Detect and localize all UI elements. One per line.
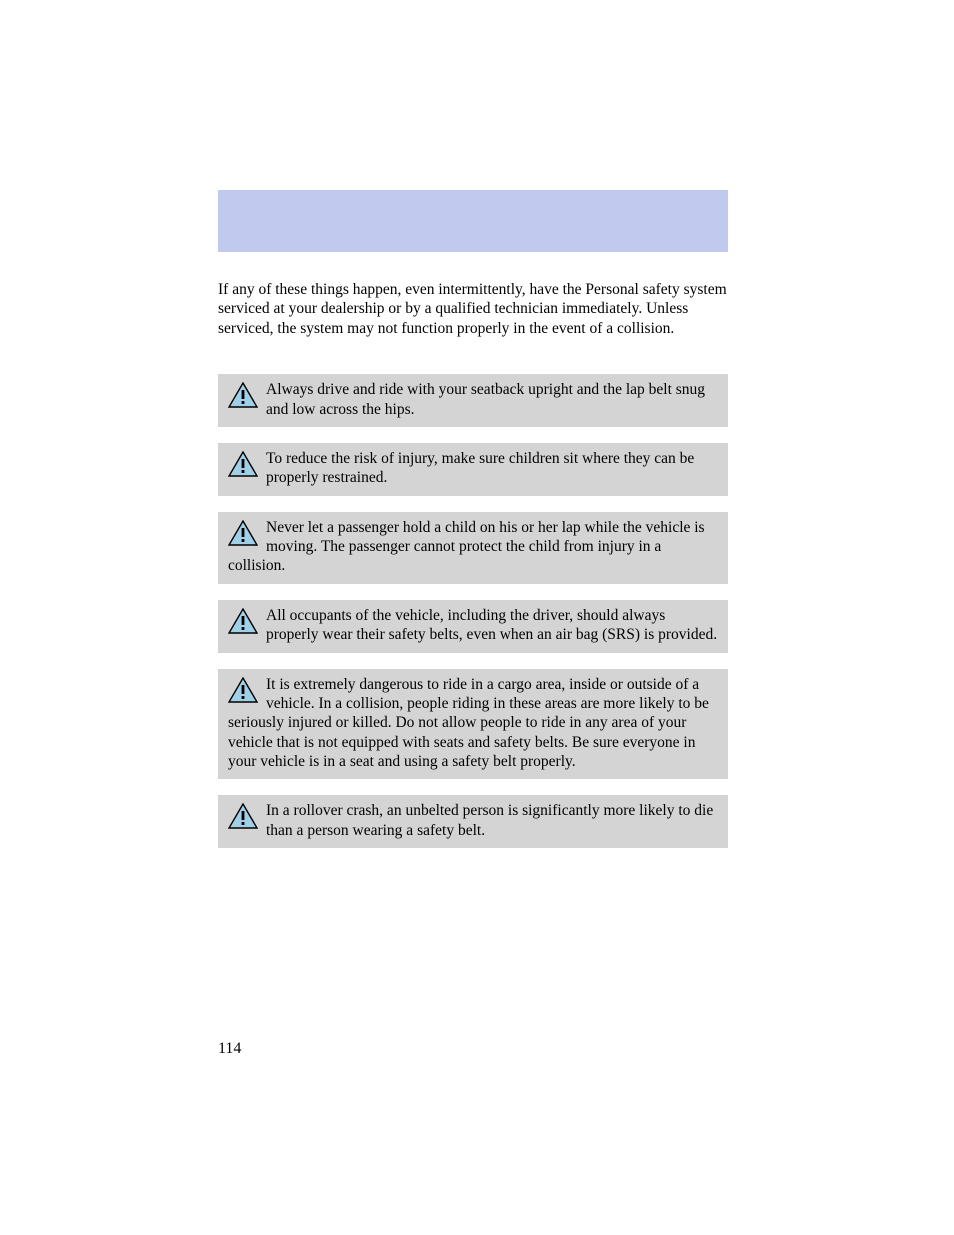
- warning-text: All occupants of the vehicle, including …: [266, 607, 717, 643]
- warning-box: In a rollover crash, an unbelted person …: [218, 795, 728, 848]
- warning-triangle-icon: [228, 382, 258, 408]
- warning-triangle-icon: [228, 677, 258, 703]
- warning-box: All occupants of the vehicle, including …: [218, 600, 728, 653]
- page-content: If any of these things happen, even inte…: [218, 190, 728, 864]
- warning-box: It is extremely dangerous to ride in a c…: [218, 669, 728, 780]
- warning-box: Always drive and ride with your seatback…: [218, 374, 728, 427]
- warning-triangle-icon: [228, 520, 258, 546]
- header-bar: [218, 190, 728, 252]
- warning-box: To reduce the risk of injury, make sure …: [218, 443, 728, 496]
- warning-box: Never let a passenger hold a child on hi…: [218, 512, 728, 584]
- warning-text: To reduce the risk of injury, make sure …: [266, 450, 694, 486]
- intro-paragraph: If any of these things happen, even inte…: [218, 280, 728, 338]
- warning-text: In a rollover crash, an unbelted person …: [266, 802, 713, 838]
- warning-triangle-icon: [228, 803, 258, 829]
- page-number: 114: [218, 1040, 241, 1058]
- warning-triangle-icon: [228, 451, 258, 477]
- warning-text: It is extremely dangerous to ride in a c…: [228, 676, 709, 771]
- warning-triangle-icon: [228, 608, 258, 634]
- warning-text: Always drive and ride with your seatback…: [266, 381, 705, 417]
- warning-text: Never let a passenger hold a child on hi…: [228, 519, 705, 575]
